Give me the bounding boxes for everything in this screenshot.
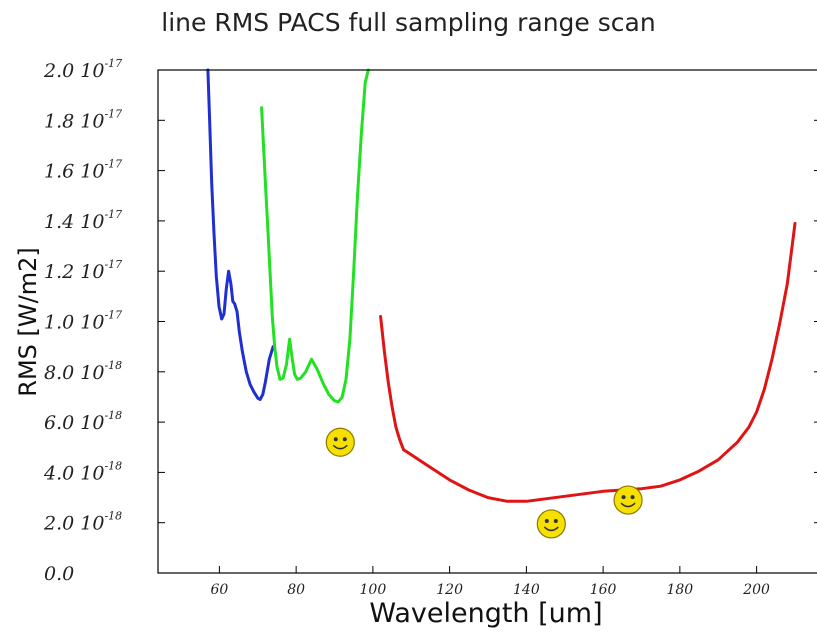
x-tick-label: 80 xyxy=(287,582,305,598)
y-tick-label: 2.0 10-18 xyxy=(43,510,122,535)
x-tick-label: 100 xyxy=(360,582,387,598)
x-axis-ticks: 60 80 100 120 140 160 180 200 xyxy=(210,566,770,598)
x-axis-title: Wavelength [um] xyxy=(369,598,602,629)
smiley-face-icon xyxy=(613,485,643,515)
y-tick-label: 8.0 10-18 xyxy=(44,359,122,384)
y-axis-ticks: 0.0 2.0 10-18 4.0 10-18 6.0 10-18 8.0 10-18 1… xyxy=(43,57,817,585)
y-tick-label: 0.0 xyxy=(44,563,74,585)
plot-frame xyxy=(157,69,817,574)
y-tick-label: 2.0 10-17 xyxy=(43,57,122,82)
x-tick-label: 120 xyxy=(436,582,463,598)
x-tick-label: 200 xyxy=(742,582,770,598)
x-tick-label: 140 xyxy=(513,582,540,598)
series-line-3 xyxy=(379,221,797,503)
series-lines xyxy=(206,68,797,503)
y-axis-title: RMS [W/m2] xyxy=(14,247,42,396)
y-tick-label: 1.2 10-17 xyxy=(44,258,122,283)
y-tick-label: 1.4 10-17 xyxy=(44,208,122,233)
y-tick-label: 1.0 10-17 xyxy=(44,309,122,334)
y-tick-label: 1.8 10-17 xyxy=(44,107,122,132)
smiley-face-icon xyxy=(325,427,355,457)
smiley-annotations xyxy=(325,427,643,539)
series-line-2 xyxy=(260,68,370,404)
x-tick-label: 180 xyxy=(666,582,693,598)
x-tick-label: 60 xyxy=(210,582,228,598)
y-tick-label: 1.6 10-17 xyxy=(44,158,122,183)
chart-title: line RMS PACS full sampling range scan xyxy=(161,8,656,37)
y-tick-label: 6.0 10-18 xyxy=(44,409,122,434)
x-tick-label: 160 xyxy=(590,582,617,598)
y-tick-label: 4.0 10-18 xyxy=(43,459,122,484)
series-line-1 xyxy=(206,68,275,401)
smiley-face-icon xyxy=(536,509,566,539)
